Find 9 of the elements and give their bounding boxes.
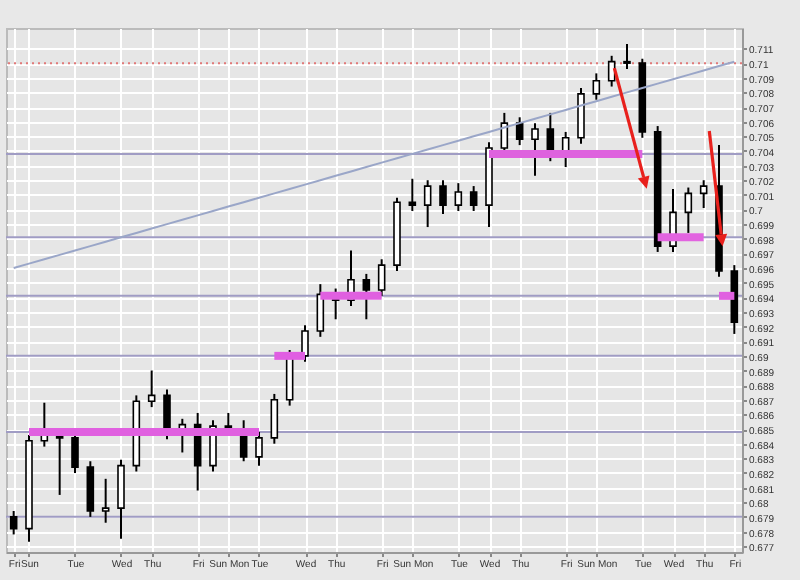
candlestick <box>439 179 447 215</box>
candlestick <box>408 177 417 212</box>
line-series <box>12 60 736 270</box>
candlestick <box>623 43 631 70</box>
candlestick <box>469 185 478 212</box>
candlestick <box>71 430 79 474</box>
candlestick <box>86 460 95 518</box>
candlestick <box>362 272 371 321</box>
candlestick <box>9 510 18 536</box>
